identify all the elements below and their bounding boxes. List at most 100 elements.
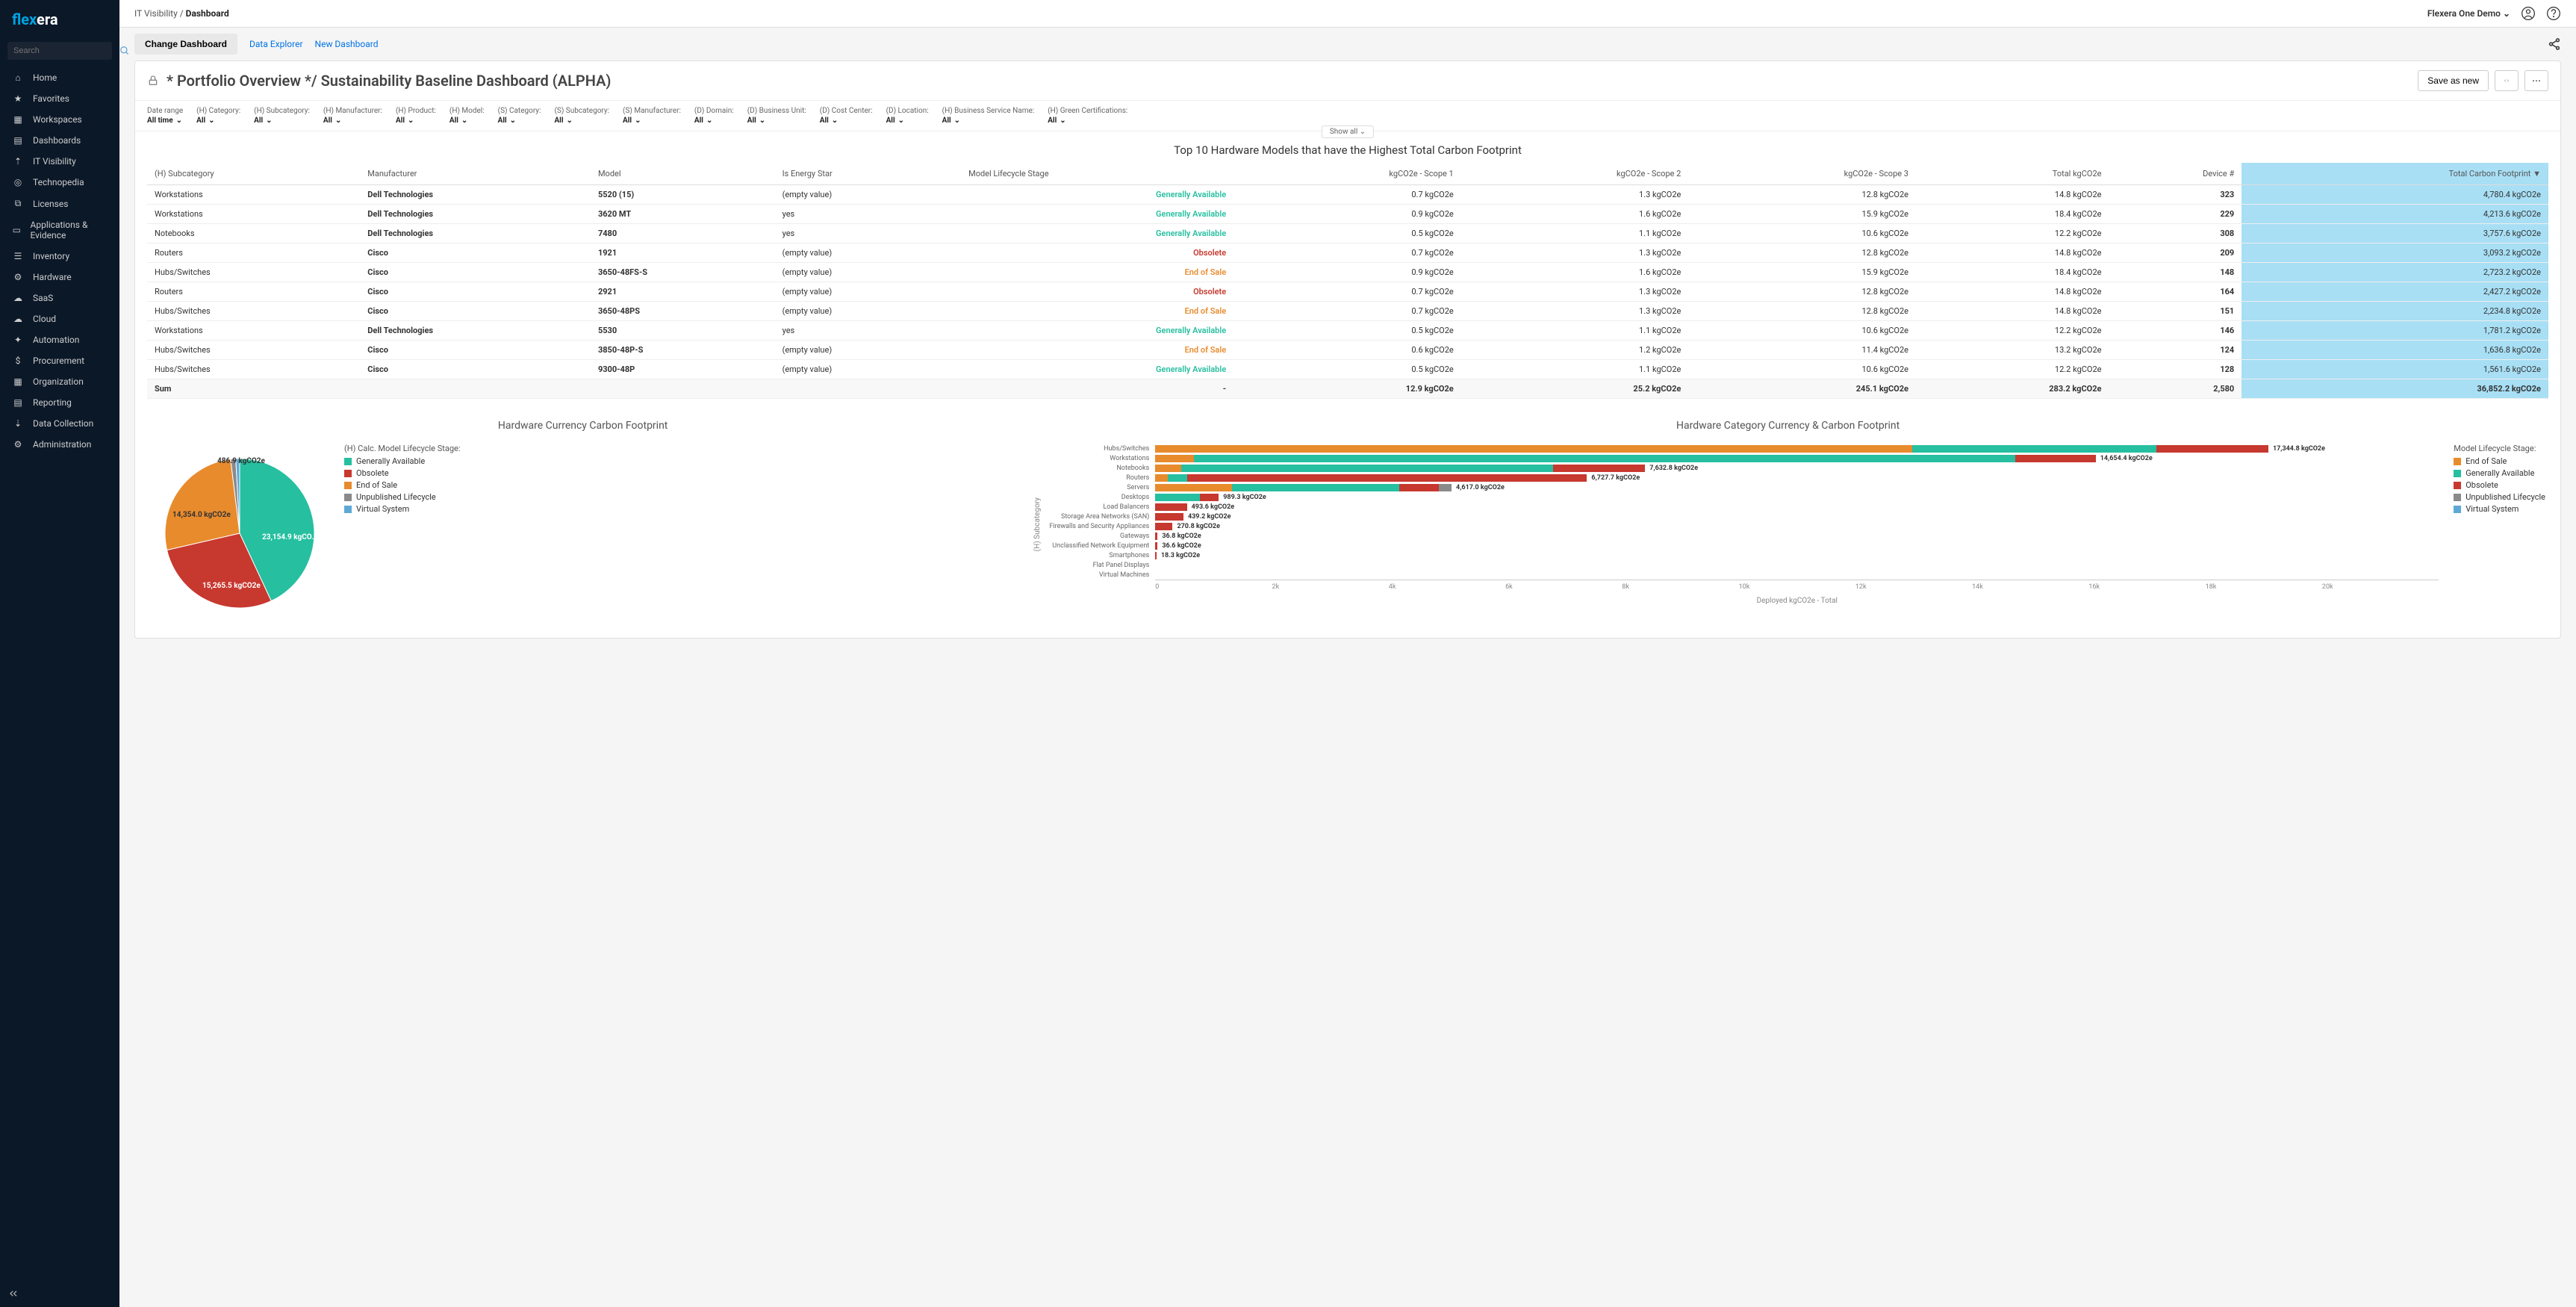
filter-value[interactable]: All ⌄	[820, 117, 838, 125]
sidebar-item-reporting[interactable]: ▤Reporting	[0, 392, 119, 413]
show-all-button[interactable]: Show all ⌄	[1322, 125, 1374, 138]
filter-value[interactable]: All ⌄	[694, 117, 712, 125]
search-box[interactable]	[7, 42, 112, 60]
table-header[interactable]: kgCO2e - Scope 2	[1461, 163, 1689, 185]
sidebar-item-procurement[interactable]: $Procurement	[0, 350, 119, 371]
bar-row[interactable]: Workstations14,654.4 kgCO2e	[1045, 453, 2439, 463]
bar-row[interactable]: Firewalls and Security Appliances270.8 k…	[1045, 521, 2439, 531]
sidebar-item-dashboards[interactable]: ▤Dashboards	[0, 130, 119, 151]
bar-row[interactable]: Load Balancers493.6 kgCO2e	[1045, 502, 2439, 512]
filter-value[interactable]: All ⌄	[396, 117, 414, 125]
sidebar-item-cloud[interactable]: ☁Cloud	[0, 308, 119, 329]
data-explorer-link[interactable]: Data Explorer	[249, 39, 303, 49]
table-header[interactable]: Model	[591, 163, 775, 185]
bar-row[interactable]: Routers6,727.7 kgCO2e	[1045, 473, 2439, 482]
filter-value[interactable]: All ⌄	[554, 117, 572, 125]
legend-item[interactable]: Obsolete	[344, 468, 461, 478]
sidebar-item-licenses[interactable]: ⧉Licenses	[0, 193, 119, 214]
sidebar-item-administration[interactable]: ⚙Administration	[0, 434, 119, 455]
filter-value[interactable]: All ⌄	[942, 117, 960, 125]
org-selector[interactable]: Flexera One Demo ⌄	[2427, 8, 2510, 19]
bar-row[interactable]: Desktops989.3 kgCO2e	[1045, 492, 2439, 502]
bar-row[interactable]: Virtual Machines	[1045, 570, 2439, 580]
legend-item[interactable]: Unpublished Lifecycle	[344, 492, 461, 502]
legend-item[interactable]: Unpublished Lifecycle	[2454, 492, 2545, 502]
filter-value[interactable]: All ⌄	[498, 117, 516, 125]
bar-row[interactable]: Unclassified Network Equipment36.6 kgCO2…	[1045, 541, 2439, 550]
sidebar-item-saas[interactable]: ☁SaaS	[0, 288, 119, 308]
bar-value-label: 7,632.8 kgCO2e	[1649, 465, 1698, 472]
change-dashboard-button[interactable]: Change Dashboard	[134, 34, 237, 55]
filter-value[interactable]: All ⌄	[886, 117, 904, 125]
more-button[interactable]: ⋯	[2524, 70, 2548, 91]
table-row[interactable]: Hubs/SwitchesCisco3650-48PS(empty value)…	[147, 302, 2548, 321]
sidebar-item-favorites[interactable]: ★Favorites	[0, 88, 119, 109]
legend-item[interactable]: Obsolete	[2454, 480, 2545, 490]
table-row[interactable]: Hubs/SwitchesCisco9300-48P(empty value)G…	[147, 360, 2548, 379]
table-row[interactable]: NotebooksDell Technologies7480yesGeneral…	[147, 224, 2548, 243]
sidebar-item-hardware[interactable]: ⚙Hardware	[0, 267, 119, 288]
table-header[interactable]: kgCO2e - Scope 3	[1688, 163, 1916, 185]
legend-item[interactable]: Virtual System	[344, 504, 461, 514]
table-row[interactable]: WorkstationsDell Technologies5530yesGene…	[147, 321, 2548, 341]
bar-row[interactable]: Smartphones18.3 kgCO2e	[1045, 550, 2439, 560]
filter-value[interactable]: All ⌄	[196, 117, 214, 125]
bar-row[interactable]: Hubs/Switches17,344.8 kgCO2e	[1045, 444, 2439, 453]
bar-row[interactable]: Storage Area Networks (SAN)439.2 kgCO2e	[1045, 512, 2439, 521]
help-icon[interactable]	[2546, 6, 2561, 21]
table-header[interactable]: Is Energy Star	[775, 163, 962, 185]
table-header[interactable]: Total Carbon Footprint ▼	[2241, 163, 2548, 185]
sidebar-item-data-collection[interactable]: ⇣Data Collection	[0, 413, 119, 434]
legend-item[interactable]: End of Sale	[344, 480, 461, 490]
sidebar-item-label: Reporting	[33, 397, 72, 408]
legend-item[interactable]: Generally Available	[2454, 468, 2545, 478]
sidebar-item-inventory[interactable]: ☰Inventory	[0, 246, 119, 267]
user-icon[interactable]	[2521, 6, 2536, 21]
sidebar-item-technopedia[interactable]: ◎Technopedia	[0, 172, 119, 193]
breadcrumb-parent[interactable]: IT Visibility	[134, 8, 178, 19]
sidebar-item-automation[interactable]: ✦Automation	[0, 329, 119, 350]
sidebar-item-organization[interactable]: ▦Organization	[0, 371, 119, 392]
share-icon[interactable]	[2548, 37, 2561, 51]
bar-row[interactable]: Flat Panel Displays	[1045, 560, 2439, 570]
bar-row[interactable]: Gateways36.8 kgCO2e	[1045, 531, 2439, 541]
legend-item[interactable]: End of Sale	[2454, 456, 2545, 466]
code-button[interactable]	[2495, 70, 2519, 91]
workspaces-icon: ▦	[10, 114, 25, 125]
table-row[interactable]: Hubs/SwitchesCisco3650-48FS-S(empty valu…	[147, 263, 2548, 282]
table-row[interactable]: WorkstationsDell Technologies5520 (15)(e…	[147, 185, 2548, 205]
table-header[interactable]: Device #	[2109, 163, 2241, 185]
filter-value[interactable]: All ⌄	[1048, 117, 1065, 125]
legend-item[interactable]: Generally Available	[344, 456, 461, 466]
chart-icon: ⇡	[10, 156, 25, 167]
filter-value[interactable]: All ⌄	[323, 117, 341, 125]
table-row[interactable]: WorkstationsDell Technologies3620 MTyesG…	[147, 205, 2548, 224]
table-row[interactable]: RoutersCisco1921(empty value)Obsolete0.7…	[147, 243, 2548, 263]
filter-value[interactable]: All ⌄	[449, 117, 467, 125]
save-as-new-button[interactable]: Save as new	[2418, 70, 2489, 91]
table-header[interactable]: kgCO2e - Scope 1	[1233, 163, 1461, 185]
filter-value[interactable]: All ⌄	[747, 117, 765, 125]
legend-item[interactable]: Virtual System	[2454, 504, 2545, 514]
sidebar-item-home[interactable]: ⌂Home	[0, 67, 119, 88]
sidebar-item-applications-evidence[interactable]: ▭Applications & Evidence	[0, 214, 119, 246]
action-row: Change Dashboard Data Explorer New Dashb…	[119, 28, 2576, 60]
sidebar-item-workspaces[interactable]: ▦Workspaces	[0, 109, 119, 130]
new-dashboard-link[interactable]: New Dashboard	[315, 39, 379, 49]
search-input[interactable]	[13, 46, 119, 55]
filter-value[interactable]: All ⌄	[623, 117, 641, 125]
sidebar-item-label: Technopedia	[33, 177, 84, 187]
sidebar-item-it-visibility[interactable]: ⇡IT Visibility	[0, 151, 119, 172]
table-header[interactable]: Model Lifecycle Stage	[961, 163, 1233, 185]
bar-row[interactable]: Servers4,617.0 kgCO2e	[1045, 482, 2439, 492]
table-row[interactable]: Hubs/SwitchesCisco3850-48P-S(empty value…	[147, 341, 2548, 360]
table-header[interactable]: Manufacturer	[360, 163, 591, 185]
collapse-sidebar-button[interactable]	[0, 1280, 119, 1307]
filter-value[interactable]: All time ⌄	[147, 117, 182, 125]
pie-chart[interactable]: 23,154.9 kgCO…15,265.5 kgCO2e14,354.0 kg…	[150, 444, 329, 623]
filter-value[interactable]: All ⌄	[254, 117, 272, 125]
table-header[interactable]: Total kgCO2e	[1916, 163, 2109, 185]
bar-row[interactable]: Notebooks7,632.8 kgCO2e	[1045, 463, 2439, 473]
table-header[interactable]: (H) Subcategory	[147, 163, 360, 185]
table-row[interactable]: RoutersCisco2921(empty value)Obsolete0.7…	[147, 282, 2548, 302]
